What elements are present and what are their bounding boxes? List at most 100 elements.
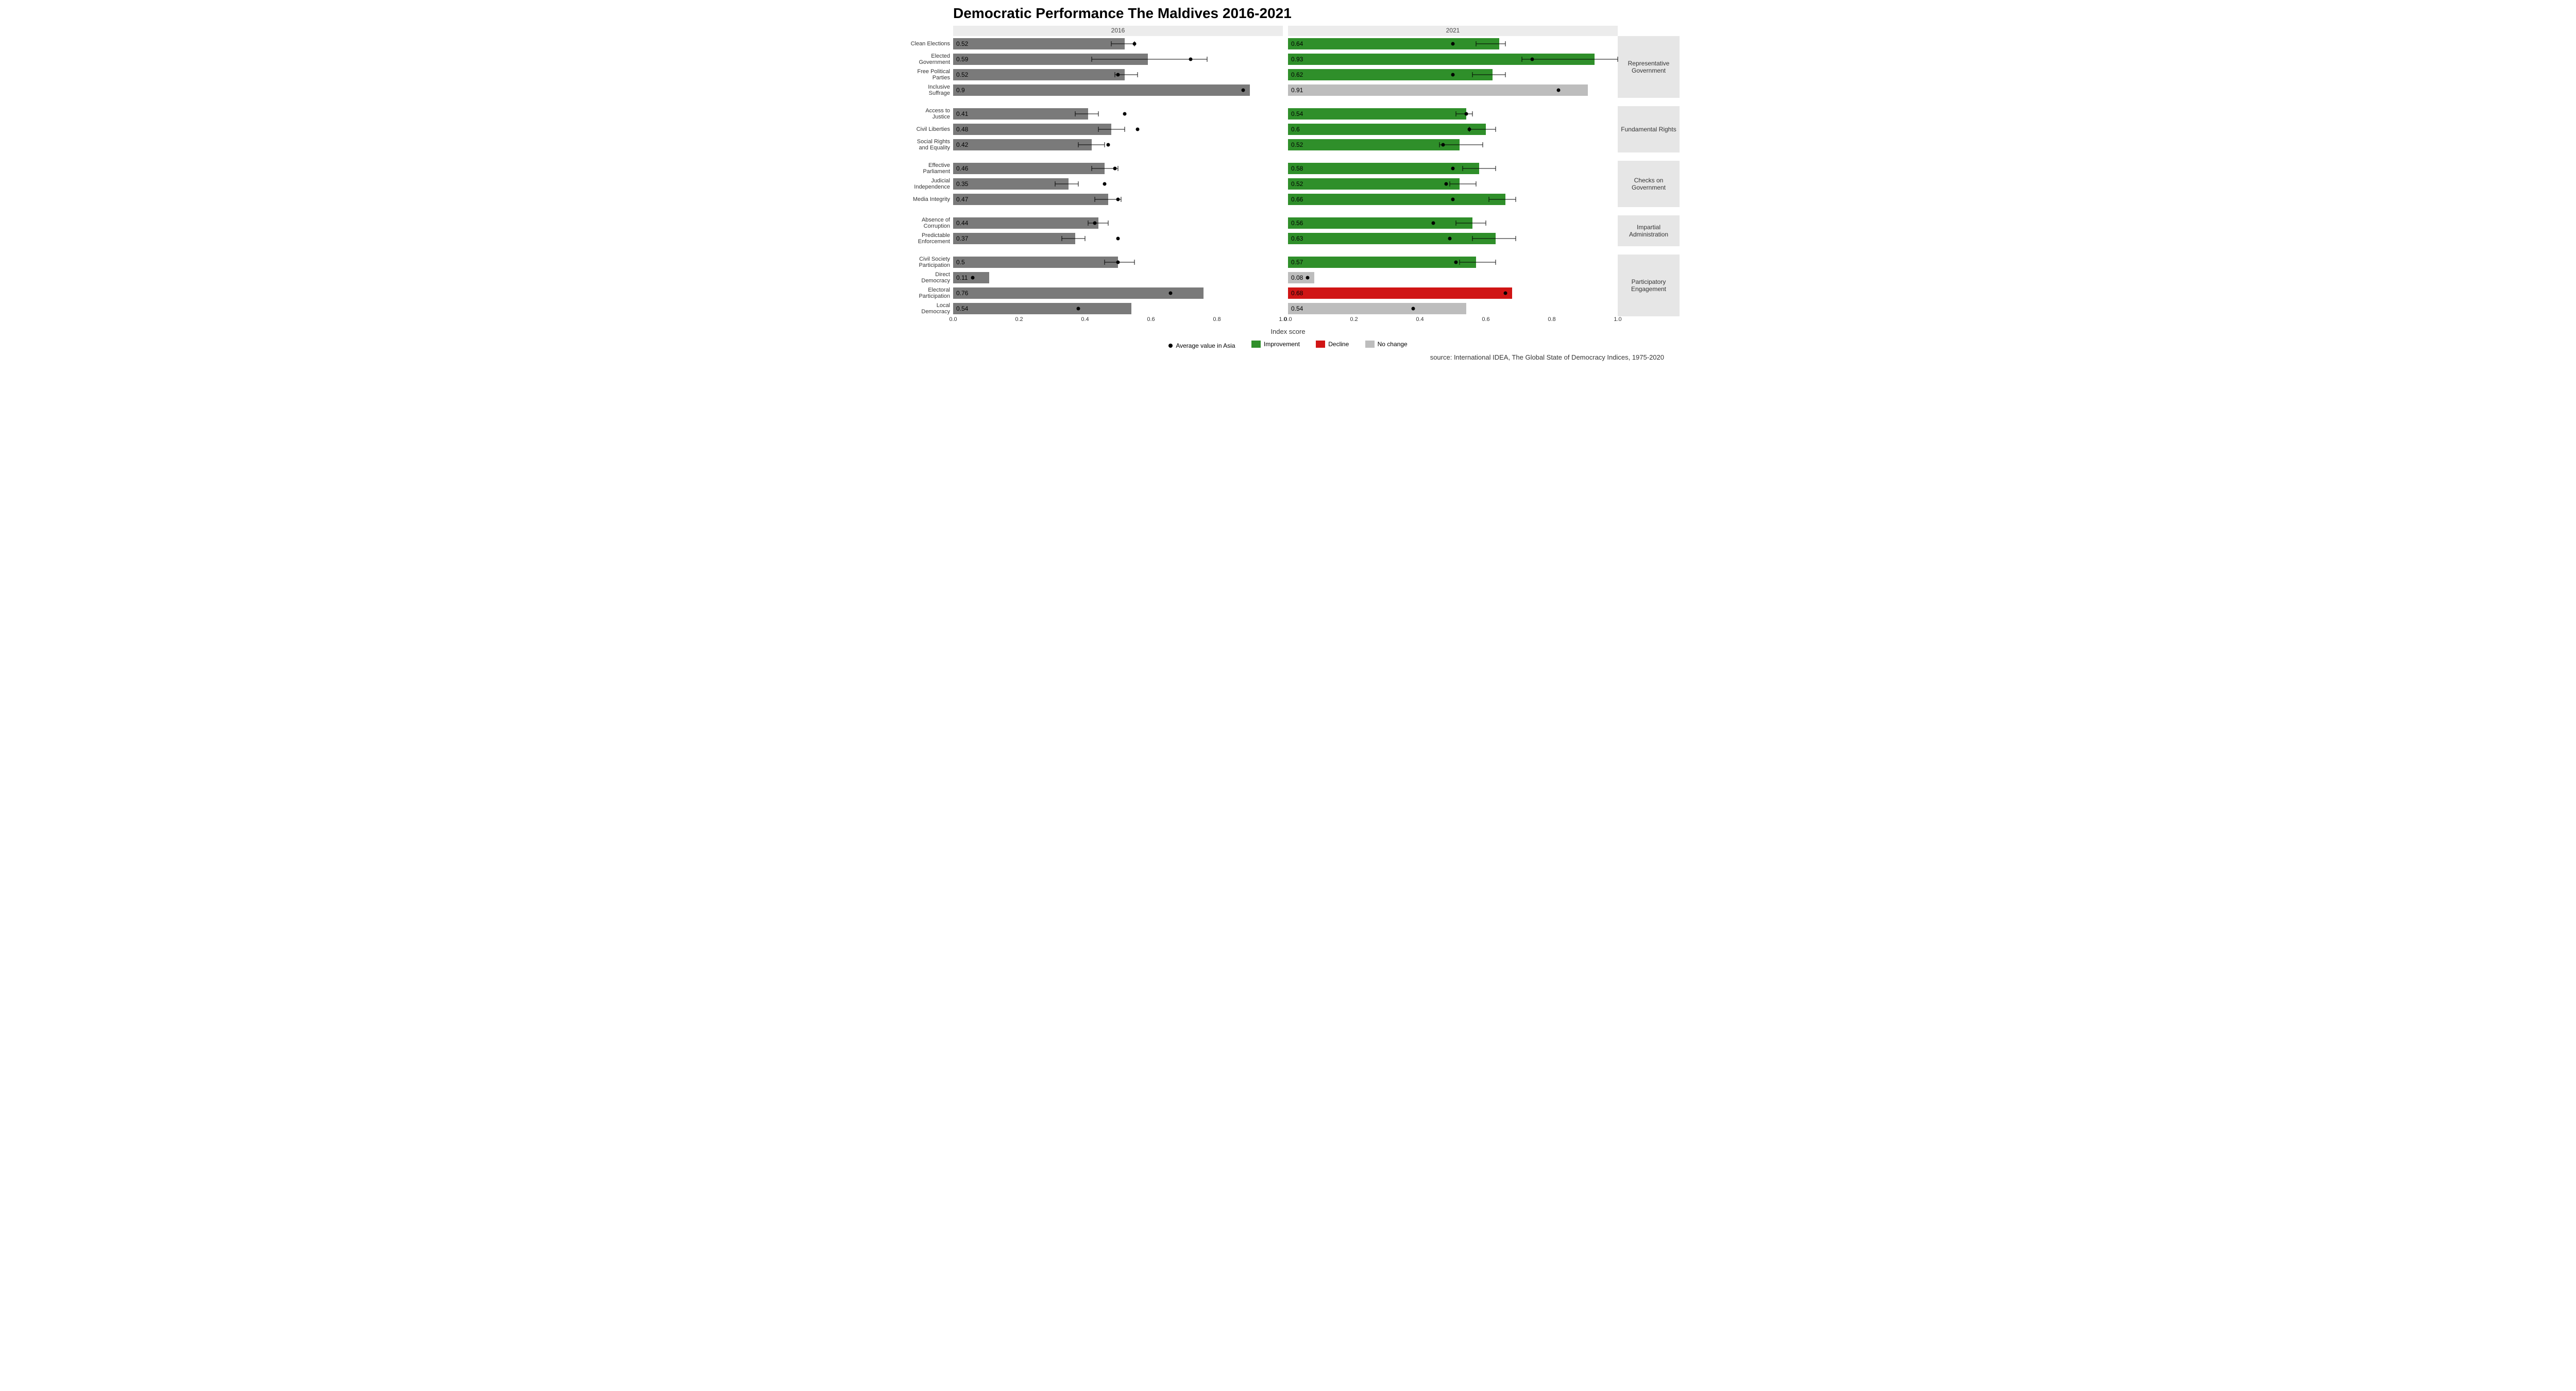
bar-value-label: 0.5	[956, 259, 965, 266]
bar	[953, 194, 1108, 205]
error-cap	[1085, 236, 1086, 241]
chart-bar-cell: 0.63	[1288, 231, 1618, 246]
group-strip: Participatory Engagement	[1618, 255, 1680, 316]
error-cap	[1505, 41, 1506, 46]
bar-value-label: 0.56	[1291, 219, 1303, 227]
chart-bar-cell: 0.62	[1288, 67, 1618, 82]
chart-bar-cell: 0.54	[1288, 301, 1618, 316]
chart-bar-cell: 0.52	[1288, 137, 1618, 152]
error-bar	[1463, 168, 1496, 169]
chart-bar-cell: 0.54	[953, 301, 1283, 316]
bar	[953, 178, 1069, 190]
error-cap	[1111, 41, 1112, 46]
error-cap	[1505, 72, 1506, 77]
row-label: ElectoralParticipation	[907, 285, 953, 301]
legend-decline-label: Decline	[1328, 341, 1349, 348]
bar-value-label: 0.57	[1291, 259, 1303, 266]
x-axis-title: Index score	[907, 328, 1669, 335]
row-label: Clean Elections	[907, 36, 953, 52]
bar	[953, 233, 1075, 244]
bar-value-label: 0.54	[1291, 110, 1303, 117]
swatch-nochange-icon	[1365, 341, 1375, 348]
chart-bar-cell: 0.5	[953, 255, 1283, 270]
bar-value-label: 0.9	[956, 87, 965, 94]
bar-value-label: 0.66	[1291, 196, 1303, 203]
column-header-2016: 2016	[953, 26, 1283, 36]
bar-value-label: 0.62	[1291, 71, 1303, 78]
bar-value-label: 0.48	[956, 126, 968, 133]
row-label: Access toJustice	[907, 106, 953, 122]
row-label: PredictableEnforcement	[907, 231, 953, 246]
error-bar	[1088, 223, 1108, 224]
avg-dot	[1116, 73, 1120, 77]
chart-bar-cell: 0.66	[1288, 192, 1618, 207]
avg-dot	[1451, 167, 1455, 171]
legend-dot: Average value in Asia	[1168, 342, 1235, 349]
chart-area: 20162021Clean Elections0.520.64ElectedGo…	[907, 26, 1669, 327]
error-cap	[1055, 181, 1056, 186]
bar-value-label: 0.6	[1291, 126, 1300, 133]
chart-bar-cell: 0.59	[953, 52, 1283, 67]
chart-bar-cell: 0.42	[953, 137, 1283, 152]
chart-bar-cell: 0.68	[1288, 285, 1618, 301]
error-cap	[1439, 142, 1440, 147]
x-tick-label: 0.0	[1284, 316, 1292, 323]
legend: Average value in Asia Improvement Declin…	[907, 341, 1669, 349]
error-bar	[1460, 262, 1496, 263]
avg-dot	[1169, 292, 1173, 295]
bar-value-label: 0.54	[956, 305, 968, 312]
source-text: source: International IDEA, The Global S…	[907, 353, 1669, 361]
group-strip: Checks on Government	[1618, 161, 1680, 207]
error-cap	[1091, 166, 1092, 171]
x-tick-label: 0.0	[949, 316, 957, 323]
bar-value-label: 0.52	[956, 40, 968, 47]
chart-bar-cell: 0.48	[953, 122, 1283, 137]
bar-value-label: 0.44	[956, 219, 968, 227]
avg-dot	[1556, 89, 1560, 92]
avg-dot	[1431, 222, 1435, 225]
group-strip: Representative Government	[1618, 36, 1680, 98]
legend-nochange: No change	[1365, 341, 1408, 348]
x-tick-label: 0.8	[1548, 316, 1555, 323]
chart-bar-cell: 0.56	[1288, 215, 1618, 231]
bar-value-label: 0.11	[956, 274, 968, 281]
chart-bar-cell: 0.46	[953, 161, 1283, 176]
chart-bar-cell: 0.52	[953, 67, 1283, 82]
avg-dot	[1136, 128, 1140, 131]
bar-value-label: 0.54	[1291, 305, 1303, 312]
row-label: JudicialIndependence	[907, 176, 953, 192]
error-cap	[1078, 142, 1079, 147]
bar-value-label: 0.52	[1291, 180, 1303, 188]
avg-dot	[1116, 237, 1120, 241]
column-header-2021: 2021	[1288, 26, 1618, 36]
group-strip: Fundamental Rights	[1618, 106, 1680, 152]
dot-icon	[1168, 344, 1173, 348]
avg-dot	[1412, 307, 1415, 311]
bar	[1288, 217, 1472, 229]
chart-bar-cell: 0.35	[953, 176, 1283, 192]
chart-bar-cell: 0.91	[1288, 82, 1618, 98]
bar-value-label: 0.63	[1291, 235, 1303, 242]
avg-dot	[1445, 182, 1448, 186]
row-label: InclusiveSuffrage	[907, 82, 953, 98]
row-label: Civil SocietyParticipation	[907, 255, 953, 270]
x-axis: 0.00.20.40.60.81.0	[953, 316, 1283, 327]
bar	[953, 287, 1204, 299]
avg-dot	[1448, 237, 1451, 241]
bar-value-label: 0.52	[1291, 141, 1303, 148]
legend-decline: Decline	[1316, 341, 1349, 348]
avg-dot	[1106, 143, 1110, 147]
avg-dot	[1113, 167, 1116, 171]
bar	[1288, 84, 1588, 96]
bar-value-label: 0.41	[956, 110, 968, 117]
bar	[953, 38, 1125, 49]
row-label: Social Rightsand Equality	[907, 137, 953, 152]
avg-dot	[1077, 307, 1080, 311]
avg-dot	[1451, 42, 1455, 46]
avg-dot	[1133, 42, 1137, 46]
bar	[1288, 257, 1476, 268]
x-tick-label: 0.6	[1482, 316, 1489, 323]
bar-value-label: 0.37	[956, 235, 968, 242]
error-cap	[1124, 127, 1125, 132]
avg-dot	[1464, 112, 1468, 116]
